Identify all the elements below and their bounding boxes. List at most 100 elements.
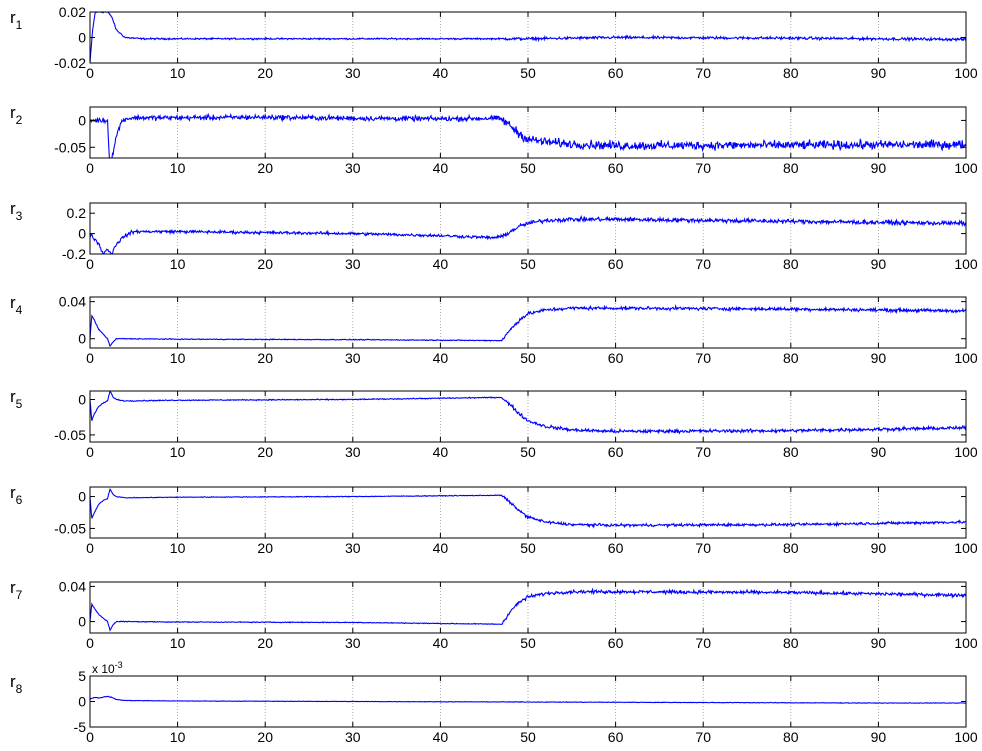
y-tick-label: 0 bbox=[78, 694, 86, 710]
x-tick-label: 20 bbox=[257, 540, 273, 556]
y-tick-label: -0.05 bbox=[54, 139, 86, 155]
series-line bbox=[90, 214, 966, 254]
x-tick-label: 100 bbox=[954, 350, 978, 366]
y-tick-label: 0.04 bbox=[59, 294, 86, 310]
series-line bbox=[90, 488, 966, 529]
subplot-r7: 0 10 20 30 40 50 60 70 80 90 100 0 0.04 r7 bbox=[10, 578, 978, 651]
x-tick-label: 30 bbox=[345, 65, 361, 81]
axes-box bbox=[89, 106, 967, 159]
x-tick-label: 20 bbox=[257, 256, 273, 272]
x-tick-label: 0 bbox=[86, 635, 94, 651]
x-tick-label: 60 bbox=[608, 444, 624, 460]
x-tick-label: 20 bbox=[257, 350, 273, 366]
x-tick-label: 60 bbox=[608, 350, 624, 366]
y-tick-label: 0.2 bbox=[67, 205, 87, 221]
x-tick-label: 90 bbox=[871, 444, 887, 460]
x-tick-label: 90 bbox=[871, 256, 887, 272]
y-exponent-label: x 10-3 bbox=[92, 660, 123, 676]
y-tick-label: 0 bbox=[78, 30, 86, 46]
panel-label: r2 bbox=[10, 103, 23, 127]
x-tick-label: 60 bbox=[608, 256, 624, 272]
y-tick-label: 0.02 bbox=[59, 4, 86, 20]
x-tick-label: 40 bbox=[433, 729, 449, 745]
x-tick-label: 50 bbox=[520, 256, 536, 272]
x-tick-label: 0 bbox=[86, 729, 94, 745]
x-tick-label: 80 bbox=[783, 540, 799, 556]
x-tick-label: 70 bbox=[695, 635, 711, 651]
x-tick-label: 50 bbox=[520, 160, 536, 176]
x-tick-label: 0 bbox=[86, 160, 94, 176]
x-tick-label: 20 bbox=[257, 444, 273, 460]
x-tick-label: 10 bbox=[170, 160, 186, 176]
x-tick-label: 20 bbox=[257, 635, 273, 651]
y-tick-label: -0.2 bbox=[62, 246, 86, 262]
x-tick-label: 30 bbox=[345, 729, 361, 745]
x-tick-label: 20 bbox=[257, 160, 273, 176]
x-tick-label: 90 bbox=[871, 540, 887, 556]
x-tick-label: 40 bbox=[433, 350, 449, 366]
x-tick-label: 50 bbox=[520, 65, 536, 81]
axes-box bbox=[89, 296, 967, 349]
x-tick-label: 10 bbox=[170, 256, 186, 272]
y-tick-label: 0 bbox=[78, 489, 86, 505]
x-tick-label: 0 bbox=[86, 444, 94, 460]
x-tick-label: 30 bbox=[345, 160, 361, 176]
x-tick-label: 100 bbox=[954, 729, 978, 745]
x-tick-label: 10 bbox=[170, 635, 186, 651]
x-tick-label: 20 bbox=[257, 65, 273, 81]
x-tick-label: 70 bbox=[695, 65, 711, 81]
x-tick-label: 100 bbox=[954, 540, 978, 556]
panel-label: r1 bbox=[10, 8, 23, 32]
series-line bbox=[90, 695, 966, 704]
x-tick-label: 40 bbox=[433, 256, 449, 272]
x-tick-label: 90 bbox=[871, 729, 887, 745]
x-tick-label: 70 bbox=[695, 160, 711, 176]
panel-label: r4 bbox=[10, 293, 23, 317]
x-tick-label: 50 bbox=[520, 540, 536, 556]
x-tick-label: 60 bbox=[608, 160, 624, 176]
x-tick-label: 0 bbox=[86, 350, 94, 366]
series-line bbox=[90, 587, 966, 632]
x-tick-label: 70 bbox=[695, 350, 711, 366]
x-tick-label: 100 bbox=[954, 444, 978, 460]
x-tick-label: 30 bbox=[345, 256, 361, 272]
x-tick-label: 40 bbox=[433, 160, 449, 176]
x-tick-label: 30 bbox=[345, 540, 361, 556]
series-line bbox=[90, 12, 966, 63]
y-tick-label: -0.05 bbox=[54, 427, 86, 443]
x-tick-label: 70 bbox=[695, 256, 711, 272]
x-tick-label: 100 bbox=[954, 635, 978, 651]
x-tick-label: 50 bbox=[520, 350, 536, 366]
x-tick-label: 10 bbox=[170, 729, 186, 745]
axes-box bbox=[89, 202, 967, 255]
panel-label: r6 bbox=[10, 483, 23, 507]
x-tick-label: 60 bbox=[608, 65, 624, 81]
axes-box bbox=[89, 581, 967, 634]
series-line bbox=[90, 303, 966, 347]
x-tick-label: 80 bbox=[783, 444, 799, 460]
y-tick-label: 0 bbox=[78, 112, 86, 128]
x-tick-label: 0 bbox=[86, 256, 94, 272]
x-tick-label: 40 bbox=[433, 635, 449, 651]
x-tick-label: 70 bbox=[695, 444, 711, 460]
x-tick-label: 10 bbox=[170, 350, 186, 366]
x-tick-label: 70 bbox=[695, 540, 711, 556]
x-tick-label: 80 bbox=[783, 635, 799, 651]
x-tick-label: 10 bbox=[170, 540, 186, 556]
x-tick-label: 100 bbox=[954, 256, 978, 272]
panel-label: r5 bbox=[10, 387, 23, 411]
x-tick-label: 60 bbox=[608, 635, 624, 651]
axes-box bbox=[89, 486, 967, 539]
axes-box bbox=[89, 390, 967, 443]
x-tick-label: 10 bbox=[170, 65, 186, 81]
x-tick-label: 10 bbox=[170, 444, 186, 460]
x-tick-label: 30 bbox=[345, 635, 361, 651]
x-tick-label: 30 bbox=[345, 444, 361, 460]
panel-label: r7 bbox=[10, 578, 23, 602]
